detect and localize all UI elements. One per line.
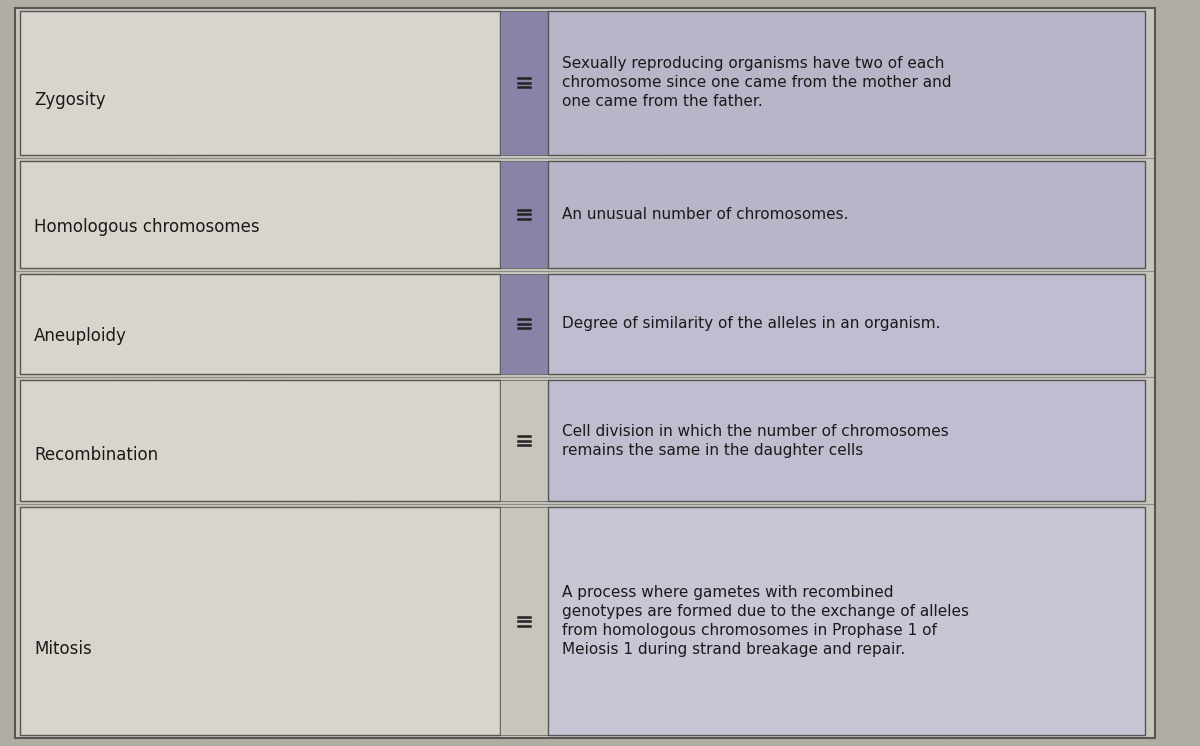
Text: chromosome since one came from the mother and: chromosome since one came from the mothe… (562, 75, 952, 90)
Text: Sexually reproducing organisms have two of each: Sexually reproducing organisms have two … (562, 57, 944, 72)
Bar (20, 507, 500, 735)
Bar (500, 274, 548, 374)
Bar (548, 274, 1145, 374)
Bar (548, 507, 1145, 735)
Bar (20, 274, 500, 374)
Text: Homologous chromosomes: Homologous chromosomes (34, 218, 259, 236)
Bar (20, 160, 500, 268)
Bar (548, 11, 1145, 154)
Text: An unusual number of chromosomes.: An unusual number of chromosomes. (562, 207, 848, 222)
Text: Mitosis: Mitosis (34, 639, 91, 657)
Bar (20, 380, 500, 501)
Text: Zygosity: Zygosity (34, 91, 106, 109)
Text: genotypes are formed due to the exchange of alleles: genotypes are formed due to the exchange… (562, 604, 970, 619)
Text: Aneuploidy: Aneuploidy (34, 327, 127, 345)
Bar (500, 160, 548, 268)
Bar (20, 11, 500, 154)
Text: A process where gametes with recombined: A process where gametes with recombined (562, 585, 894, 601)
Bar (500, 380, 548, 501)
Bar (548, 160, 1145, 268)
Bar (500, 507, 548, 735)
Bar (500, 11, 548, 154)
Text: Recombination: Recombination (34, 446, 158, 464)
Text: Cell division in which the number of chromosomes: Cell division in which the number of chr… (562, 424, 949, 439)
Text: from homologous chromosomes in Prophase 1 of: from homologous chromosomes in Prophase … (562, 623, 937, 638)
Bar (548, 380, 1145, 501)
Text: one came from the father.: one came from the father. (562, 94, 763, 110)
Text: remains the same in the daughter cells: remains the same in the daughter cells (562, 442, 863, 457)
Text: Meiosis 1 during strand breakage and repair.: Meiosis 1 during strand breakage and rep… (562, 642, 905, 657)
Text: Degree of similarity of the alleles in an organism.: Degree of similarity of the alleles in a… (562, 316, 941, 331)
